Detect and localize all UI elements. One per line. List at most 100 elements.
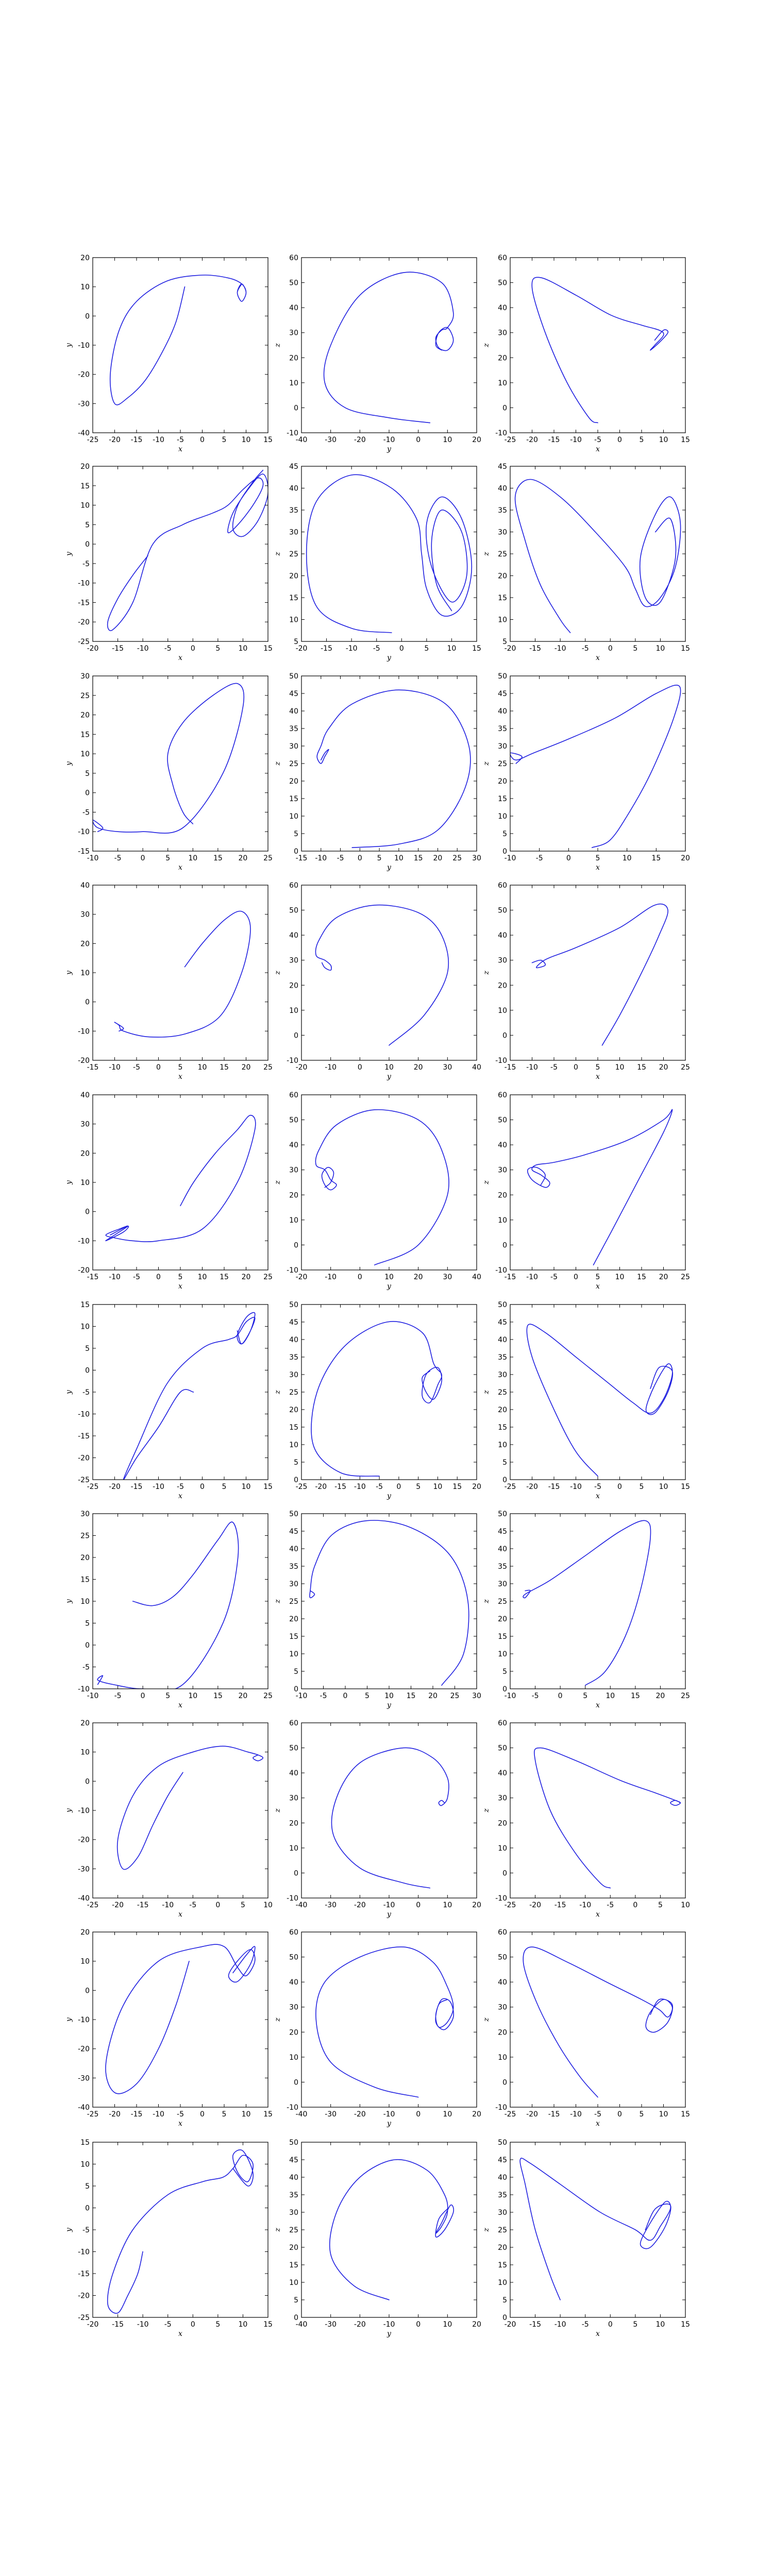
series-line (114, 910, 251, 1038)
y-tick-label: 40 (289, 1769, 298, 1777)
x-tick-label: 5 (596, 1063, 600, 1072)
x-tick-label: 20 (472, 1901, 481, 1909)
y-tick-label: 30 (289, 1580, 298, 1588)
x-axis-label: y (386, 445, 392, 453)
y-tick-label: -10 (78, 2016, 90, 2024)
y-tick-label: 25 (498, 2226, 507, 2234)
x-tick-label: -25 (87, 1901, 99, 1909)
y-tick-label: 40 (498, 1336, 507, 1344)
y-tick-label: 10 (80, 1749, 90, 1757)
y-tick-label: 45 (498, 690, 507, 698)
y-tick-label: -20 (78, 2045, 90, 2054)
axes-frame (510, 885, 686, 1061)
x-tick-label: 0 (617, 2110, 622, 2119)
x-tick-label: 5 (165, 1692, 170, 1700)
y-tick-label: 5 (294, 1459, 298, 1467)
y-tick-label: 30 (498, 2209, 507, 2217)
y-tick-label: 50 (498, 279, 507, 287)
x-tick-label: 10 (615, 1273, 625, 1281)
y-tick-label: 15 (80, 731, 90, 739)
x-tick-label: 5 (215, 2320, 220, 2329)
x-tick-label: 20 (414, 1273, 423, 1281)
y-tick-label: 5 (85, 770, 90, 778)
y-tick-label: 0 (502, 848, 507, 856)
y-tick-label: 30 (80, 1121, 90, 1129)
x-tick-label: 5 (165, 854, 170, 862)
y-tick-label: -5 (82, 1664, 90, 1672)
y-tick-label: -30 (78, 1865, 90, 1873)
axes-frame (92, 675, 268, 852)
y-tick-label: 10 (498, 1650, 507, 1658)
y-tick-label: 15 (289, 795, 298, 803)
y-axis-label: z (482, 552, 491, 556)
y-tick-label: 0 (294, 1869, 298, 1877)
y-tick-label: -20 (78, 1266, 90, 1275)
y-tick-label: 20 (498, 1191, 507, 1199)
x-axis-label: x (596, 654, 600, 662)
y-tick-label: 0 (294, 2314, 298, 2322)
x-tick-label: 0 (156, 1273, 161, 1281)
y-tick-label: -20 (78, 1057, 90, 1065)
series-line (316, 689, 471, 848)
y-tick-label: 20 (80, 711, 90, 720)
y-tick-label: 15 (289, 1423, 298, 1432)
y-tick-label: 50 (498, 1744, 507, 1753)
x-tick-label: -5 (594, 1483, 601, 1491)
x-tick-label: -25 (505, 1483, 516, 1491)
subplot-r5-c1: -15 -10 -5 0 5 10 15 20 25 -20 -10 0 10 20 30 40 x y (65, 1091, 273, 1291)
y-tick-label: 10 (498, 1216, 507, 1225)
x-tick-label: 10 (188, 1692, 197, 1700)
axes-frame (510, 466, 686, 642)
x-tick-label: 0 (399, 645, 404, 653)
y-tick-label: 45 (289, 690, 298, 698)
y-tick-label: 25 (289, 550, 298, 558)
y-tick-label: 0 (294, 848, 298, 856)
axes-frame (92, 1094, 268, 1270)
y-tick-label: 20 (289, 354, 298, 362)
x-tick-label: 20 (239, 1692, 248, 1700)
y-tick-label: -25 (78, 2314, 90, 2322)
y-tick-label: 10 (80, 1598, 90, 1606)
x-tick-label: -20 (526, 2110, 538, 2119)
x-tick-label: -5 (164, 645, 172, 653)
y-tick-label: 20 (498, 1615, 507, 1623)
y-tick-label: 10 (80, 2161, 90, 2169)
y-tick-label: 0 (85, 1367, 90, 1375)
y-axis-label: z (274, 971, 282, 975)
subplot-r1-c1: -25 -20 -15 -10 -5 0 5 10 15 -40 -30 -20 -10 0 10 20 x y (65, 254, 273, 453)
x-tick-label: -5 (582, 645, 589, 653)
y-tick-label: 0 (502, 2314, 507, 2322)
x-tick-label: 15 (681, 2110, 690, 2119)
x-tick-label: 10 (615, 1063, 625, 1072)
y-tick-label: 0 (502, 404, 507, 412)
x-tick-label: -10 (505, 1692, 516, 1700)
axes-frame (92, 2142, 268, 2318)
series-line (105, 1944, 256, 2094)
y-tick-label: 45 (289, 1528, 298, 1536)
x-tick-label: 0 (608, 645, 613, 653)
x-tick-label: 15 (681, 1483, 690, 1491)
x-tick-label: -10 (526, 1273, 538, 1281)
y-axis-label: z (482, 971, 491, 975)
x-axis-label: x (178, 1910, 182, 1919)
x-tick-label: 15 (220, 1273, 229, 1281)
y-tick-label: 15 (498, 594, 507, 602)
y-tick-label: 50 (498, 1301, 507, 1309)
x-tick-label: -5 (532, 1692, 539, 1700)
y-tick-label: -30 (78, 400, 90, 408)
y-tick-label: 0 (85, 312, 90, 320)
y-tick-label: 10 (289, 1844, 298, 1853)
x-tick-label: 10 (198, 1273, 207, 1281)
x-tick-label: -20 (296, 1063, 308, 1072)
y-tick-label: 50 (289, 1510, 298, 1518)
y-tick-label: -15 (78, 848, 90, 856)
x-tick-label: 0 (191, 2320, 195, 2329)
x-axis-label: y (386, 1910, 392, 1919)
y-tick-label: 15 (498, 1633, 507, 1641)
subplot-r7-c1: -10 -5 0 5 10 15 20 25 -10 -5 0 5 10 15 20 25 30 x y (65, 1510, 273, 1709)
x-tick-label: -5 (133, 1063, 140, 1072)
x-tick-label: -5 (177, 1483, 184, 1491)
